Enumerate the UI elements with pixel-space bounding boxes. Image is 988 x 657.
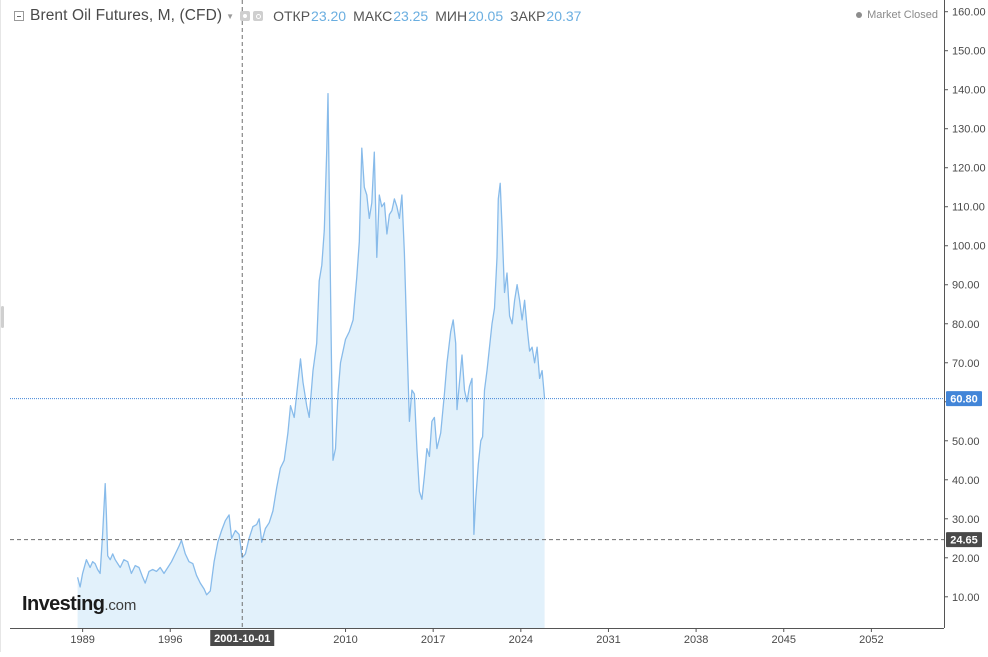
high-value: 23.25 xyxy=(393,8,428,24)
y-tick-label: 150.00 xyxy=(952,46,986,58)
logo-main-text: Investing xyxy=(22,593,104,616)
crosshair-date-label: 2001-10-01 xyxy=(214,633,270,645)
x-tick-label: 1989 xyxy=(70,634,94,646)
eye-icon[interactable] xyxy=(240,11,250,21)
y-tick-label: 10.00 xyxy=(952,592,980,604)
y-tick-label: 30.00 xyxy=(952,514,980,526)
time-axis[interactable]: 1989 1996 2010 2017 2024 2031 2038 2045 2052 xyxy=(70,628,883,646)
x-tick-label: 2045 xyxy=(772,634,796,646)
x-tick-label: 2017 xyxy=(421,634,445,646)
chevron-down-icon[interactable]: ▼ xyxy=(226,12,234,21)
x-tick-label: 2031 xyxy=(596,634,620,646)
y-tick-label: 90.00 xyxy=(952,280,980,292)
x-tick-label: 2010 xyxy=(333,634,357,646)
area-fill-layer xyxy=(78,94,545,628)
y-tick-label: 70.00 xyxy=(952,358,980,370)
high-label: МАКС xyxy=(353,8,392,24)
y-tick-label: 40.00 xyxy=(952,475,980,487)
symbol-title[interactable]: Brent Oil Futures, M, (CFD) xyxy=(30,7,222,25)
y-tick-label: 140.00 xyxy=(952,85,986,97)
market-status: Market Closed xyxy=(856,9,938,21)
chart-legend: Brent Oil Futures, M, (CFD) ▼ ОТКР 23.20… xyxy=(14,6,581,26)
gear-icon[interactable] xyxy=(253,11,263,21)
crosshair-price-label: 24.65 xyxy=(950,535,978,547)
y-tick-label: 110.00 xyxy=(952,202,985,214)
logo-sub-text: .com xyxy=(104,597,136,614)
price-axis[interactable]: 10.0020.0030.0040.0050.0060.0070.0080.00… xyxy=(944,7,986,604)
status-dot-icon xyxy=(856,12,862,18)
y-tick-label: 130.00 xyxy=(952,124,986,136)
low-label: МИН xyxy=(435,8,467,24)
x-tick-label: 2038 xyxy=(684,634,708,646)
y-tick-label: 100.00 xyxy=(952,241,986,253)
y-tick-label: 50.00 xyxy=(952,436,980,448)
low-value: 20.05 xyxy=(468,8,503,24)
x-tick-label: 2052 xyxy=(859,634,883,646)
series-area xyxy=(78,94,545,628)
x-tick-label: 2024 xyxy=(509,634,533,646)
axis-corner xyxy=(945,629,988,652)
close-label: ЗАКР xyxy=(510,8,545,24)
y-tick-label: 80.00 xyxy=(952,319,980,331)
open-value: 23.20 xyxy=(311,8,346,24)
y-tick-label: 120.00 xyxy=(952,163,986,175)
market-status-text: Market Closed xyxy=(867,9,938,21)
y-tick-label: 160.00 xyxy=(952,7,986,19)
open-label: ОТКР xyxy=(273,8,310,24)
y-tick-label: 20.00 xyxy=(952,553,980,565)
last-price-label: 60.80 xyxy=(950,394,978,406)
panel-resize-handle[interactable] xyxy=(1,306,4,328)
collapse-legend-icon[interactable] xyxy=(14,11,24,21)
close-value: 20.37 xyxy=(546,8,581,24)
x-tick-label: 1996 xyxy=(158,634,182,646)
investing-logo: Investing .com xyxy=(22,593,136,616)
